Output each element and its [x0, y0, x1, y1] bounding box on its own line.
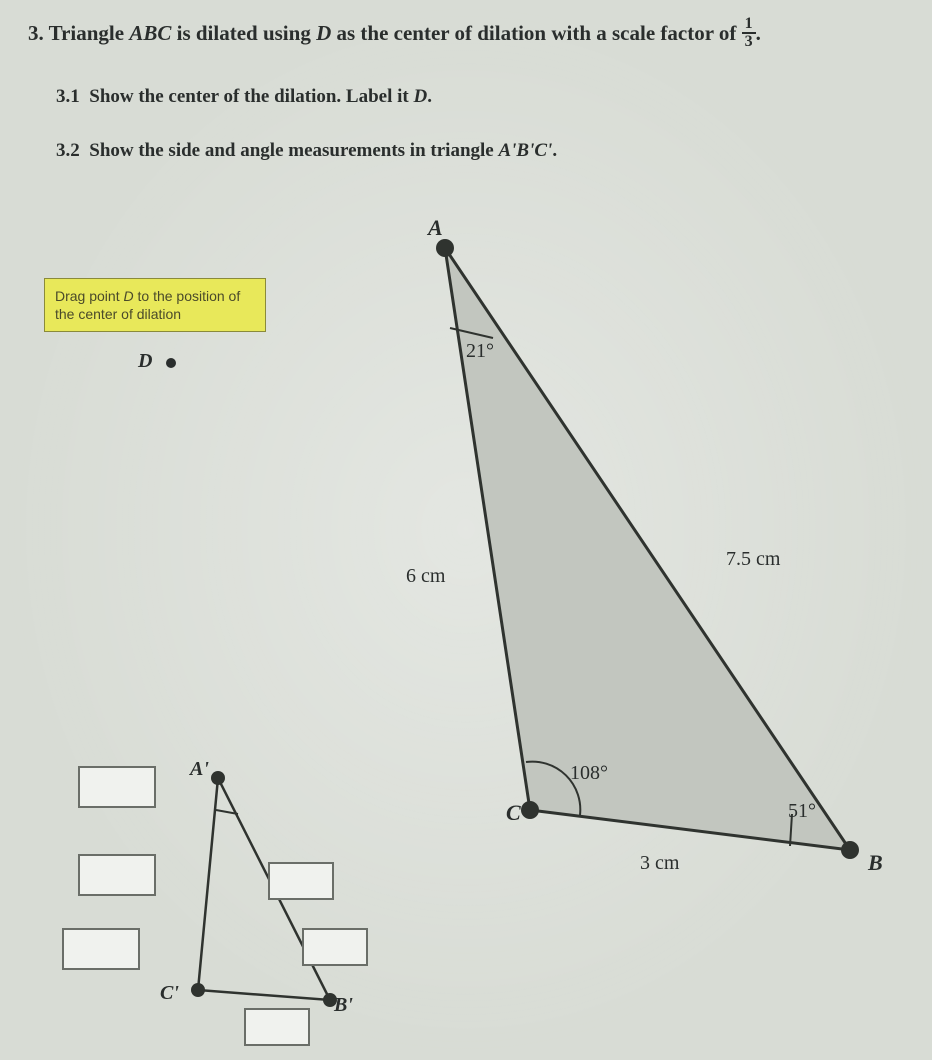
side-AC-length: 6 cm [406, 565, 445, 588]
side-AB-length: 7.5 cm [726, 548, 780, 571]
angle-B-value: 51° [788, 800, 816, 823]
vertex-C-dot [521, 801, 539, 819]
vertex-Cprime-dot [191, 983, 205, 997]
vertex-B-label: B [868, 850, 883, 876]
vertex-Aprime-dot [211, 771, 225, 785]
scale-factor-fraction: 1 3 [742, 16, 756, 50]
vertex-A-dot [436, 239, 454, 257]
vertex-C-label: C [506, 800, 521, 826]
angle-A-value: 21° [466, 340, 494, 363]
vertex-Bprime-label: B' [334, 994, 353, 1017]
answer-box-1[interactable] [78, 766, 156, 808]
answer-box-6[interactable] [244, 1008, 310, 1046]
answer-box-3[interactable] [62, 928, 140, 970]
angle-C-value: 108° [570, 762, 608, 785]
vertex-B-dot [841, 841, 859, 859]
answer-box-5[interactable] [302, 928, 368, 966]
vertex-A-label: A [428, 215, 443, 241]
vertex-Aprime-label: A' [190, 758, 209, 781]
triangle-ABC [445, 248, 850, 850]
answer-box-2[interactable] [78, 854, 156, 896]
vertex-Cprime-label: C' [160, 982, 179, 1005]
problem-number: 3. [28, 21, 44, 45]
subquestion-3-2: 3.2 Show the side and angle measurements… [56, 140, 557, 162]
side-CB-length: 3 cm [640, 852, 679, 875]
subquestion-3-1: 3.1 Show the center of the dilation. Lab… [56, 86, 432, 108]
answer-box-4[interactable] [268, 862, 334, 900]
problem-stem: 3. Triangle ABC is dilated using D as th… [28, 18, 922, 52]
